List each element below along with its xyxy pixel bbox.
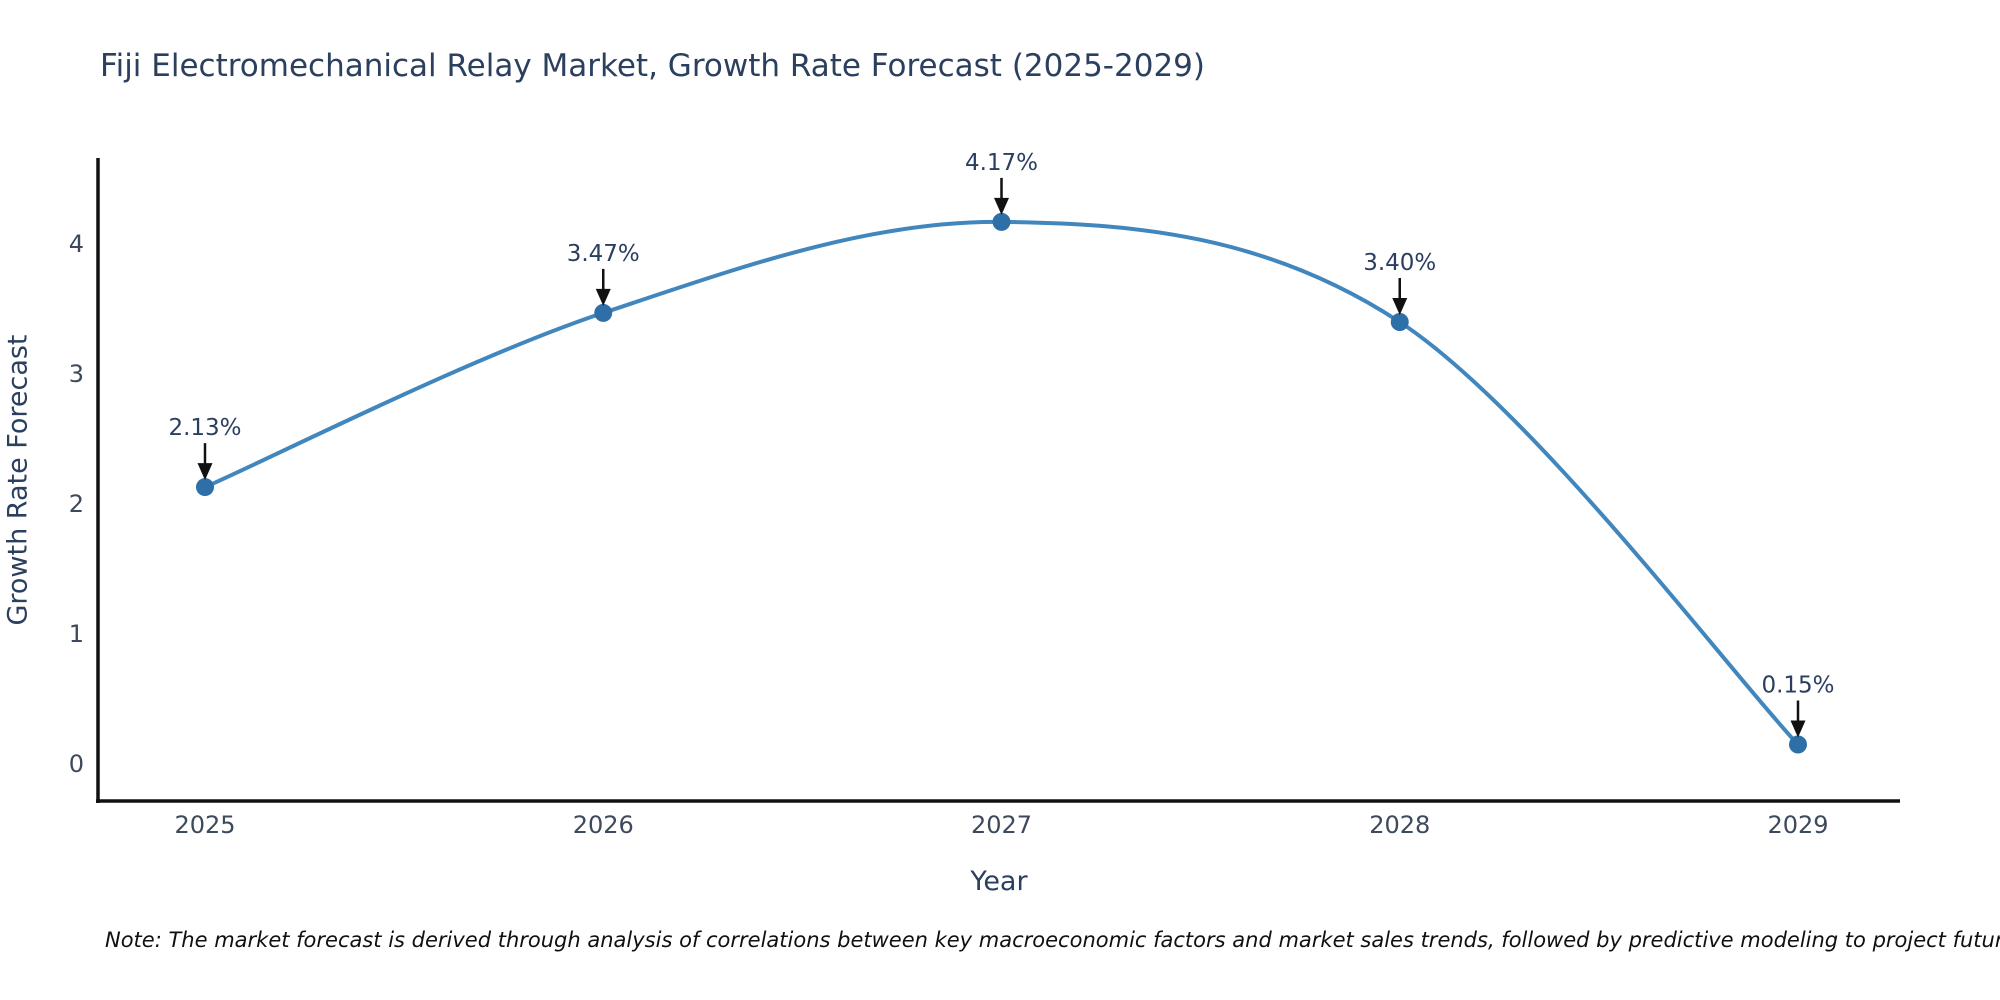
point-value-label: 3.40% xyxy=(1363,250,1436,276)
annotation-arrowhead xyxy=(595,288,611,306)
data-point-2027[interactable] xyxy=(992,212,1011,231)
y-tick-label: 4 xyxy=(69,230,84,258)
data-point-2029[interactable] xyxy=(1789,735,1807,754)
annotation-arrowhead xyxy=(994,197,1009,215)
point-value-label: 4.17% xyxy=(965,150,1038,176)
data-point-2028[interactable] xyxy=(1390,313,1409,331)
point-value-label: 2.13% xyxy=(168,415,241,441)
chart-title: Fiji Electromechanical Relay Market, Gro… xyxy=(100,48,1205,84)
y-axis-title: Growth Rate Forecast xyxy=(2,334,34,626)
annotation-arrowhead xyxy=(1790,720,1806,738)
x-tick-label: 2029 xyxy=(1767,811,1828,839)
annotation-arrowhead xyxy=(1392,298,1408,315)
y-tick-label: 1 xyxy=(69,620,84,648)
y-tick-label: 0 xyxy=(69,750,84,778)
point-value-label: 0.15% xyxy=(1761,673,1834,699)
x-tick-label: 2027 xyxy=(971,811,1032,839)
y-tick-label: 3 xyxy=(69,360,84,388)
forecast-line xyxy=(203,219,1800,747)
data-point-2026[interactable] xyxy=(594,303,613,322)
data-point-2025[interactable] xyxy=(196,478,214,497)
annotation-arrowhead xyxy=(197,463,213,481)
x-tick-label: 2026 xyxy=(573,811,634,839)
x-tick-label: 2025 xyxy=(174,811,235,839)
x-tick-label: 2028 xyxy=(1369,811,1430,839)
point-value-label: 3.47% xyxy=(567,241,640,267)
x-axis-title: Year xyxy=(970,866,1028,897)
footnote-text: Note: The market forecast is derived thr… xyxy=(105,928,2000,952)
y-tick-label: 2 xyxy=(69,490,84,518)
